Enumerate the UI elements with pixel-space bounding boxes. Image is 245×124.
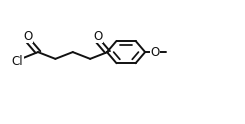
Text: Cl: Cl (12, 55, 23, 68)
Text: O: O (23, 30, 33, 43)
Text: O: O (93, 30, 102, 43)
Text: O: O (150, 46, 159, 59)
